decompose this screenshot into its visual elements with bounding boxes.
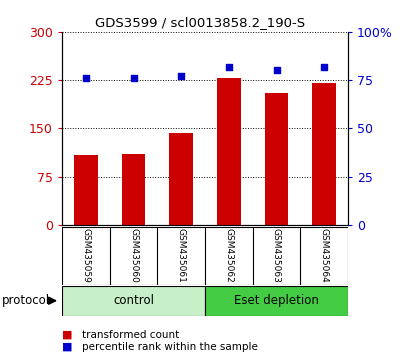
Text: GSM435059: GSM435059 [81, 228, 90, 283]
Point [226, 64, 232, 69]
Text: GSM435062: GSM435062 [224, 228, 233, 283]
Text: ■: ■ [62, 342, 72, 352]
Text: protocol: protocol [2, 294, 50, 307]
Text: GDS3599 / scl0013858.2_190-S: GDS3599 / scl0013858.2_190-S [95, 16, 305, 29]
Bar [217, 78, 241, 225]
Text: GSM435061: GSM435061 [177, 228, 186, 283]
Bar [62, 286, 205, 316]
Point [321, 64, 327, 69]
Bar [264, 93, 288, 225]
Point [273, 68, 280, 73]
Point [83, 75, 89, 81]
Text: ■: ■ [62, 330, 72, 339]
Text: Eset depletion: Eset depletion [234, 294, 319, 307]
Bar [74, 155, 98, 225]
Text: GSM435063: GSM435063 [272, 228, 281, 283]
Text: transformed count: transformed count [82, 330, 179, 339]
Bar [312, 83, 336, 225]
Point [130, 75, 137, 81]
Bar [169, 133, 193, 225]
Text: GSM435060: GSM435060 [129, 228, 138, 283]
Text: control: control [113, 294, 154, 307]
Bar [205, 286, 348, 316]
Text: percentile rank within the sample: percentile rank within the sample [82, 342, 258, 352]
Bar [122, 154, 146, 225]
Point [178, 73, 184, 79]
Text: GSM435064: GSM435064 [320, 228, 329, 283]
